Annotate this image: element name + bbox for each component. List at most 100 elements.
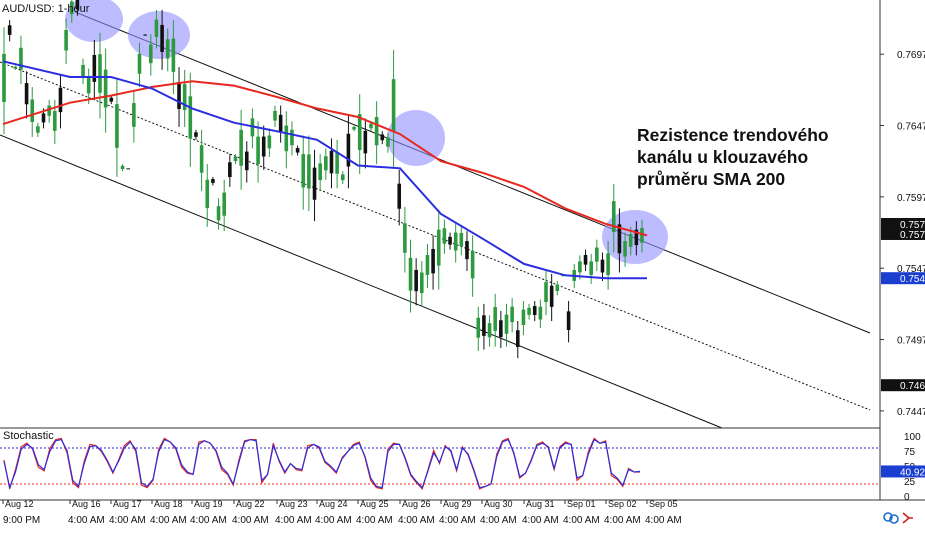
candle-body — [352, 126, 356, 130]
candle-body — [459, 232, 464, 247]
candle-body — [628, 233, 633, 247]
candle-body — [19, 47, 23, 70]
time-label: 4:00 AM — [480, 515, 517, 526]
candle-body — [216, 206, 221, 221]
candle-body — [357, 114, 362, 151]
stochastic-tick-label: 25 — [904, 477, 916, 488]
candle-body — [482, 315, 486, 336]
candle-body — [86, 77, 91, 94]
candle-body — [7, 25, 12, 35]
candle-body — [374, 116, 379, 146]
candle-body — [521, 309, 526, 325]
candle-body — [199, 145, 204, 173]
time-label: 4:00 AM — [356, 515, 393, 526]
channel-mid-line — [0, 61, 871, 411]
stochastic-panel: 100755025040.92 — [0, 432, 925, 503]
candle-body — [47, 105, 51, 116]
price-tick-label: 0.7697 — [897, 50, 925, 61]
candle-body — [69, 1, 74, 15]
candle-body — [160, 24, 164, 52]
candle-body — [532, 306, 537, 316]
time-label: 4:00 AM — [645, 515, 682, 526]
candle-body — [391, 79, 396, 132]
candle-body — [98, 54, 102, 93]
candle-body — [53, 110, 57, 131]
candle-body — [453, 232, 458, 251]
candle-body — [448, 236, 452, 245]
candle-body — [290, 129, 294, 146]
price-tick-label: 0.7547 — [897, 264, 925, 275]
day-label: Aug 30 — [484, 499, 513, 509]
candle-body — [442, 228, 447, 244]
time-label: 4:00 AM — [604, 515, 641, 526]
candle-body — [369, 123, 373, 129]
day-label: Sep 01 — [567, 499, 596, 509]
price-tag — [881, 272, 925, 285]
stochastic-label: Stochastic — [3, 430, 54, 442]
candle-body — [566, 311, 571, 330]
price-tick-label: 0.7447 — [897, 407, 925, 418]
candle-body — [273, 110, 277, 121]
candle-body — [115, 104, 119, 148]
candle-body — [414, 269, 418, 292]
candle-body — [177, 82, 181, 109]
day-label: Aug 19 — [194, 499, 223, 509]
candle-body — [261, 136, 266, 157]
candle-body — [30, 99, 35, 122]
price-tag — [881, 379, 925, 392]
time-label: 4:00 AM — [150, 515, 187, 526]
price-tag — [881, 217, 925, 230]
candle-body — [137, 53, 142, 74]
time-label: 4:00 AM — [439, 515, 476, 526]
candle-body — [425, 255, 430, 275]
candle-body — [318, 163, 322, 181]
stochastic-value-tag — [881, 465, 925, 478]
annotation-line-3: průměru SMA 200 — [637, 169, 785, 189]
candle-body — [499, 320, 503, 337]
stochastic-tick-label: 100 — [904, 432, 921, 443]
day-label: Aug 23 — [279, 499, 308, 509]
candle-body — [436, 229, 441, 266]
candle-body — [41, 113, 46, 123]
link-icon[interactable] — [883, 512, 899, 524]
resistance-highlight — [387, 110, 445, 166]
price-tag-label: 0.7571 — [900, 230, 925, 241]
candle-body — [346, 133, 351, 167]
arrow-icon[interactable] — [902, 512, 913, 524]
time-label: 9:00 PM — [3, 515, 40, 526]
candle-body — [165, 39, 170, 59]
candle-body — [132, 103, 136, 127]
candle-body — [487, 323, 492, 338]
candle-body — [120, 165, 125, 170]
ma-line — [2, 80, 648, 237]
candles — [2, 0, 644, 359]
candle-body — [295, 148, 300, 153]
resistance-highlight — [65, 0, 123, 42]
candle-body — [515, 330, 520, 347]
time-label: 4:00 AM — [563, 515, 600, 526]
candle-body — [510, 306, 514, 323]
price-tag-label: 0.7465 — [900, 381, 925, 392]
candle-body — [188, 96, 193, 139]
candle-body — [36, 126, 40, 133]
channel-upper-line — [74, 11, 871, 334]
candle-body — [493, 307, 498, 331]
candle-body — [301, 154, 306, 188]
candle-body — [267, 135, 272, 149]
candle-body — [470, 250, 475, 279]
candle-body — [555, 284, 560, 292]
candle-body — [278, 114, 283, 132]
candle-body — [420, 272, 424, 294]
candle-body — [222, 192, 226, 216]
candle-body — [75, 0, 80, 10]
candle-body — [578, 261, 582, 273]
candle-body — [363, 130, 368, 154]
candle-body — [81, 64, 85, 77]
stochastic-line — [3, 437, 640, 490]
candle-body — [606, 253, 610, 276]
candle-body — [527, 307, 531, 315]
trend-channel — [0, 11, 871, 429]
candle-body — [403, 223, 407, 253]
